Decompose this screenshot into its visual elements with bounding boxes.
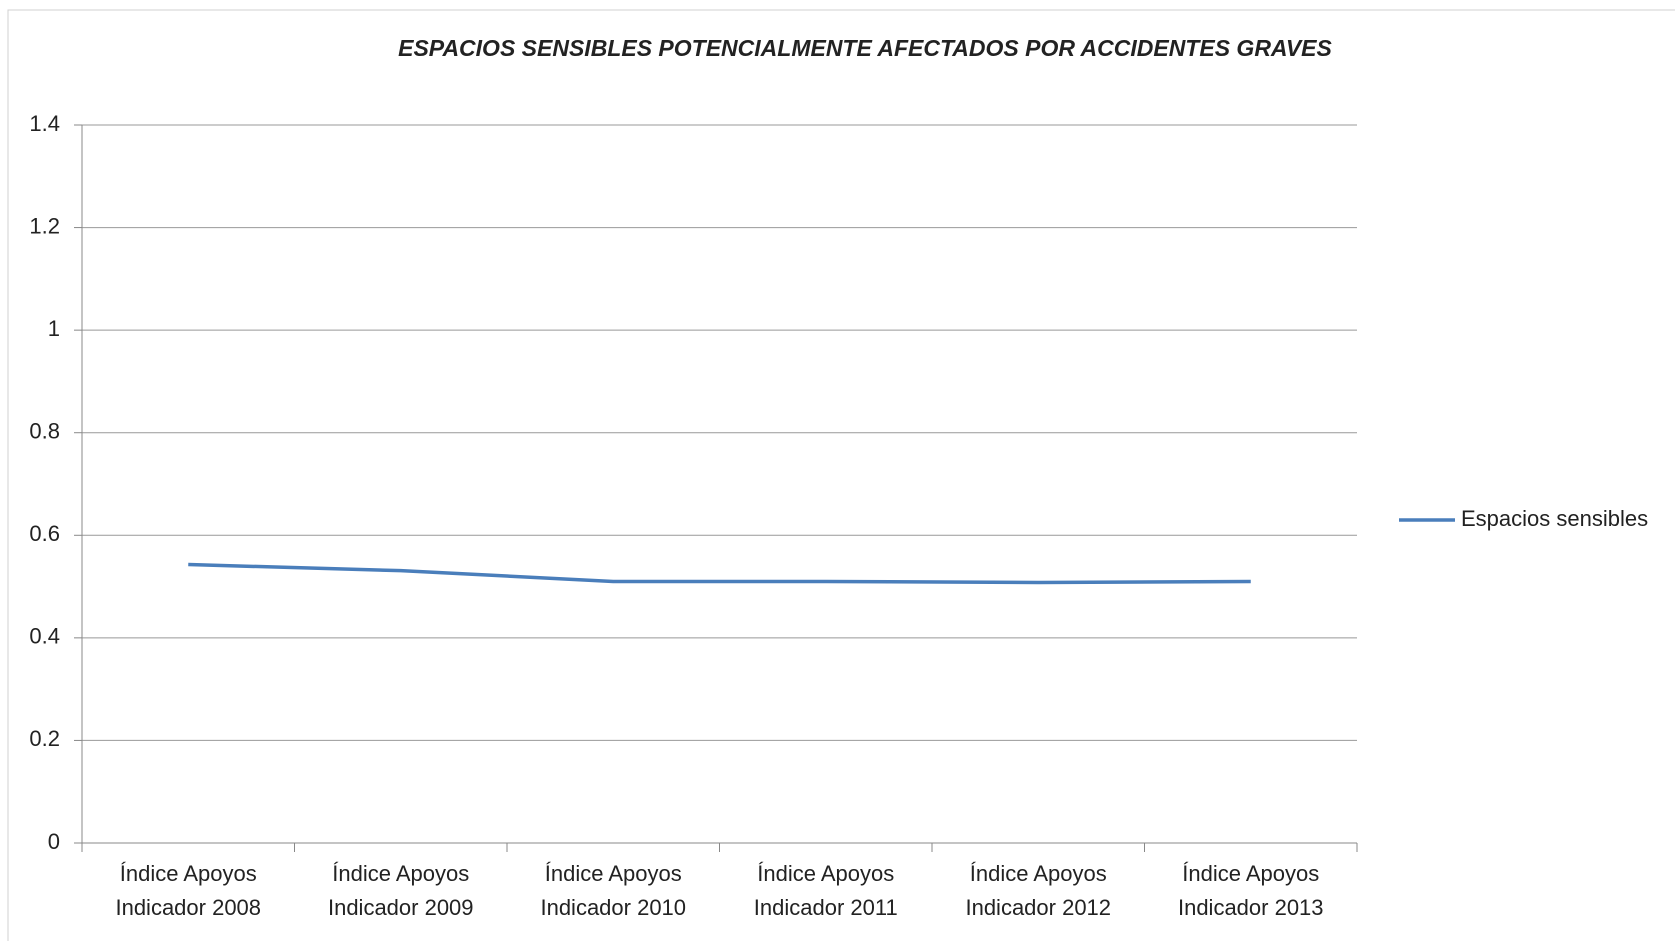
x-tick-label: Índice Apoyos Indicador 2009 bbox=[327, 861, 474, 920]
x-tick-label: Índice Apoyos Indicador 2008 bbox=[115, 861, 262, 920]
y-tick-label: 0 bbox=[48, 829, 60, 854]
legend-label: Espacios sensibles bbox=[1461, 506, 1648, 531]
line-series bbox=[188, 562, 1251, 585]
chart-title: ESPACIOS SENSIBLES POTENCIALMENTE AFECTA… bbox=[398, 35, 1332, 61]
y-tick-label: 1.2 bbox=[29, 213, 60, 238]
chart-frame bbox=[7, 9, 1675, 941]
x-tick-label: Índice Apoyos Indicador 2012 bbox=[965, 861, 1112, 920]
x-tick-label: Índice Apoyos Indicador 2010 bbox=[540, 861, 687, 920]
y-tick-label: 0.4 bbox=[29, 624, 60, 649]
x-tick-label: Índice Apoyos Indicador 2011 bbox=[753, 861, 898, 920]
y-tick-label: 0.2 bbox=[29, 726, 60, 751]
y-tick-label: 0.8 bbox=[29, 419, 60, 444]
y-tick-label: 1 bbox=[48, 316, 60, 341]
y-tick-label: 1.4 bbox=[29, 111, 60, 136]
y-tick-label: 0.6 bbox=[29, 521, 60, 546]
x-tick-label: Índice Apoyos Indicador 2013 bbox=[1177, 861, 1324, 920]
